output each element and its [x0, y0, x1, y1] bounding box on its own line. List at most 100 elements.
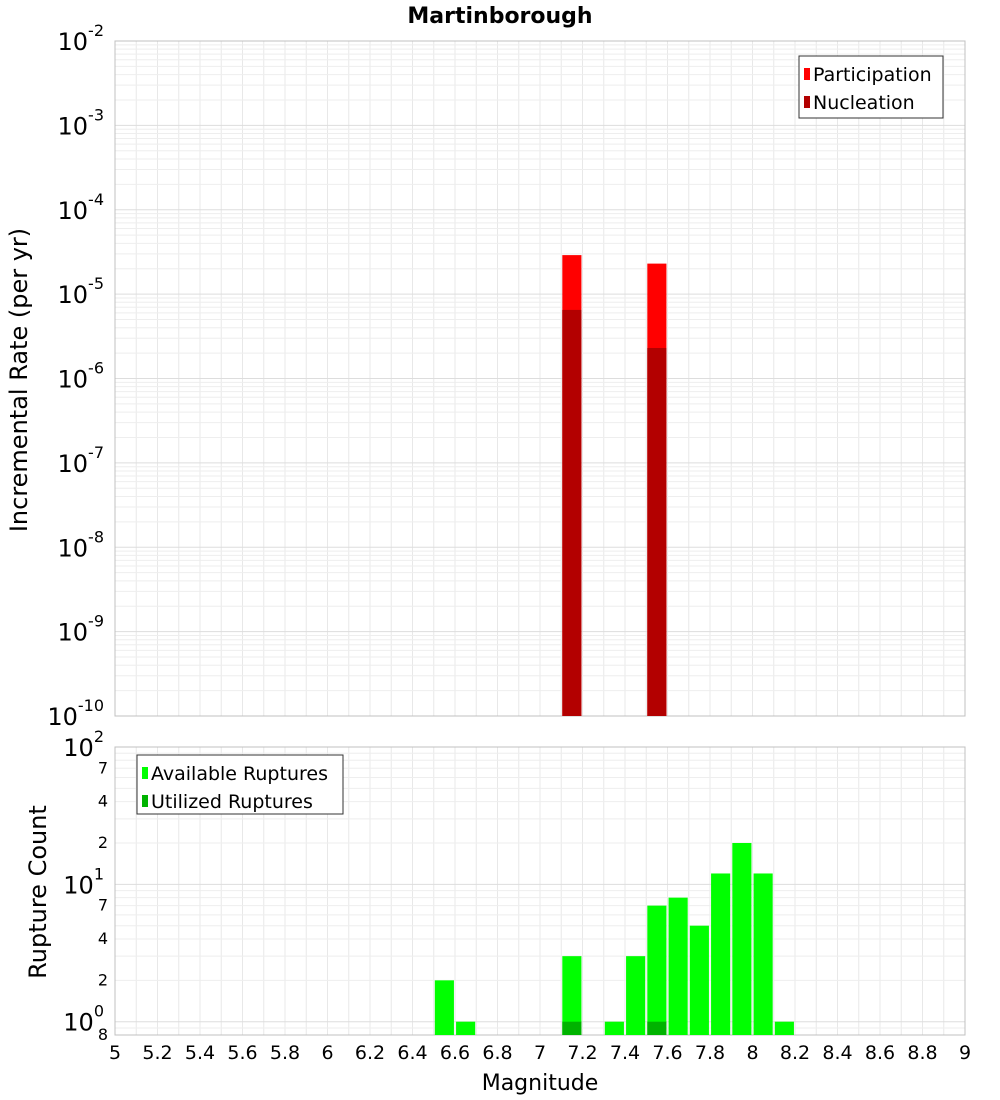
- y-tick-minor-label: 4: [98, 792, 108, 811]
- y-tick-exponent: -6: [88, 359, 104, 378]
- x-tick-label: 5.2: [142, 1042, 172, 1064]
- x-axis: 5 5.2 5.4 5.6 5.8 6 6.2 6.4 6.6 6.8 7 7.2 7.4 7.6 7.8 8…: [109, 1042, 971, 1096]
- legend-top-box: [798, 55, 944, 119]
- legend-bottom-label: Utilized Ruptures: [151, 791, 313, 813]
- x-tick-label: 6.2: [355, 1042, 385, 1064]
- y-tick-label: 10-3: [58, 105, 105, 140]
- available-ruptures-bar: [562, 956, 582, 1035]
- x-tick-label: 6.4: [397, 1042, 427, 1064]
- available-ruptures-bar: [456, 1021, 476, 1035]
- x-tick-label: 9: [959, 1042, 971, 1064]
- y-tick-base: 10: [47, 703, 78, 731]
- utilized-ruptures-bar: [647, 1021, 667, 1035]
- y-tick-label: 102: [63, 727, 104, 762]
- y-tick-exponent: -9: [88, 612, 104, 631]
- y-tick-base: 10: [58, 281, 89, 309]
- legend-top-label: Participation: [813, 64, 932, 86]
- y-tick-base: 10: [58, 366, 89, 394]
- x-tick-label: 7.2: [567, 1042, 597, 1064]
- available-ruptures-bar: [732, 843, 752, 1035]
- chart-title: Martinborough: [407, 4, 592, 29]
- legend-top-label: Nucleation: [813, 92, 915, 114]
- plot-frame: [114, 746, 966, 1036]
- available-ruptures-bar: [647, 905, 667, 1035]
- y-tick-label: 10-10: [47, 696, 104, 731]
- y-tick-exponent: -5: [88, 274, 104, 293]
- x-tick-label: 6.6: [440, 1042, 470, 1064]
- x-tick-label: 5: [109, 1042, 121, 1064]
- x-tick-label: 5.4: [185, 1042, 215, 1064]
- x-tick-label: 7.8: [695, 1042, 725, 1064]
- y-tick-exponent: 1: [94, 864, 104, 883]
- y-tick-base: 10: [58, 112, 89, 140]
- y-tick-label: 10-6: [58, 359, 105, 394]
- y-tick-minor-label: 7: [98, 896, 108, 915]
- y-tick-label: 10-2: [58, 21, 105, 56]
- y-tick-label: 100: [63, 1002, 104, 1037]
- x-tick-label: 8.8: [907, 1042, 937, 1064]
- y-tick-base: 10: [58, 450, 89, 478]
- y-tick-label: 101: [63, 864, 104, 899]
- y-tick-label: 10-7: [58, 443, 105, 478]
- legend-bottom-label: Available Ruptures: [151, 763, 328, 785]
- nucleation-bar: [562, 309, 582, 716]
- y-tick-minor-label: 8: [98, 1025, 108, 1044]
- y-tick-base: 10: [58, 619, 89, 647]
- available-ruptures-bar: [434, 980, 454, 1035]
- available-ruptures-bar: [604, 1021, 624, 1035]
- top-panel: 10-210-310-410-510-610-710-810-910-10Mar…: [5, 4, 966, 731]
- nucleation-bar: [647, 347, 667, 716]
- y-tick-base: 10: [63, 734, 94, 762]
- available-ruptures-bar: [689, 925, 709, 1035]
- y-tick-exponent: -8: [88, 527, 104, 546]
- available-ruptures-bar: [753, 873, 773, 1035]
- x-tick-label: 5.8: [270, 1042, 300, 1064]
- plot-frame: [114, 40, 966, 717]
- y-tick-base: 10: [58, 197, 89, 225]
- legend-bottom-swatch: [142, 795, 148, 807]
- y-tick-minor-label: 4: [98, 929, 108, 948]
- x-tick-label: 8.6: [865, 1042, 895, 1064]
- legend-bottom-swatch: [142, 767, 148, 779]
- y-tick-label: 10-8: [58, 527, 105, 562]
- x-axis-title: Magnitude: [482, 1071, 599, 1096]
- legend-bottom-box: [136, 754, 344, 815]
- y-tick-exponent: -4: [88, 190, 104, 209]
- y-tick-minor-label: 2: [98, 833, 108, 852]
- x-tick-label: 6: [321, 1042, 333, 1064]
- x-tick-label: 6.8: [482, 1042, 512, 1064]
- available-ruptures-bar: [668, 897, 688, 1035]
- y-tick-base: 10: [58, 28, 89, 56]
- y-tick-exponent: 2: [94, 727, 104, 746]
- x-tick-label: 7: [534, 1042, 546, 1064]
- y-tick-base: 10: [63, 871, 94, 899]
- y-tick-base: 10: [63, 1009, 94, 1037]
- y-tick-exponent: -7: [88, 443, 104, 462]
- x-tick-label: 8.4: [822, 1042, 852, 1064]
- y-tick-exponent: -2: [88, 21, 104, 40]
- y-tick-base: 10: [58, 534, 89, 562]
- x-tick-label: 8.2: [780, 1042, 810, 1064]
- y-axis-title-bottom: Rupture Count: [24, 805, 52, 979]
- x-tick-label: 7.6: [652, 1042, 682, 1064]
- legend-top-swatch: [804, 68, 810, 80]
- y-tick-label: 10-4: [58, 190, 105, 225]
- legend-top-swatch: [804, 96, 810, 108]
- available-ruptures-bar: [711, 873, 731, 1035]
- y-tick-exponent: -10: [78, 696, 104, 715]
- y-axis-title-top: Incremental Rate (per yr): [5, 228, 33, 532]
- x-tick-label: 5.6: [227, 1042, 257, 1064]
- available-ruptures-bar: [626, 956, 646, 1035]
- utilized-ruptures-bar: [562, 1021, 582, 1035]
- y-tick-minor-label: 2: [98, 970, 108, 989]
- y-tick-label: 10-9: [58, 612, 105, 647]
- y-tick-minor-label: 7: [98, 758, 108, 777]
- y-tick-exponent: 0: [94, 1002, 104, 1021]
- x-tick-label: 8: [746, 1042, 758, 1064]
- x-tick-label: 7.4: [610, 1042, 640, 1064]
- y-tick-label: 10-5: [58, 274, 105, 309]
- y-tick-exponent: -3: [88, 105, 104, 124]
